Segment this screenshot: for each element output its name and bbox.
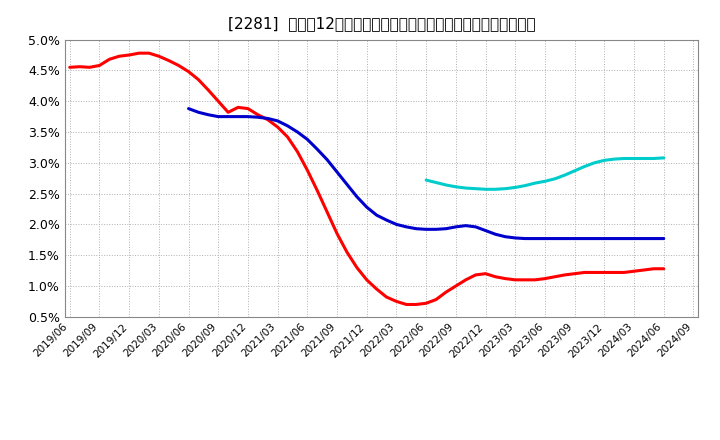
- Title: [2281]  売上高12か月移動合計の対前年同期増減率の平均値の推移: [2281] 売上高12か月移動合計の対前年同期増減率の平均値の推移: [228, 16, 536, 32]
